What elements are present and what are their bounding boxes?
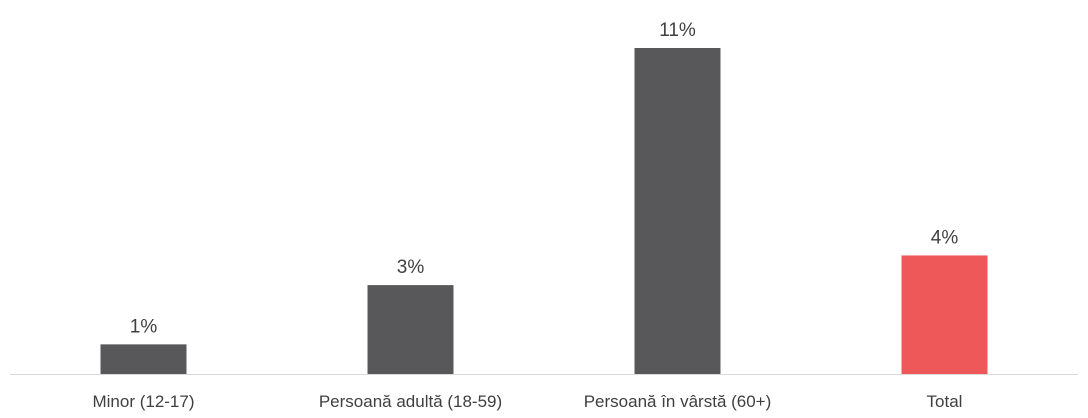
data-label-2: 11% (659, 20, 696, 41)
bar-3 (901, 255, 988, 374)
x-tick-label-3: Total (927, 392, 963, 411)
bar-2 (634, 48, 721, 374)
x-tick-label-1: Persoană adultă (18-59) (319, 392, 502, 411)
x-tick-label-0: Minor (12-17) (92, 392, 194, 411)
bars-layer (100, 48, 988, 374)
data-label-0: 1% (130, 316, 158, 337)
data-label-3: 4% (931, 227, 959, 248)
bar-1 (367, 285, 454, 374)
bar-0 (100, 344, 187, 374)
x-tick-label-2: Persoană în vârstă (60+) (584, 392, 772, 411)
tick-labels-layer: Minor (12-17) Persoană adultă (18-59) Pers… (92, 392, 962, 411)
data-label-1: 3% (397, 257, 425, 278)
data-labels-layer: 1% 3% 11% 4% (130, 20, 959, 337)
